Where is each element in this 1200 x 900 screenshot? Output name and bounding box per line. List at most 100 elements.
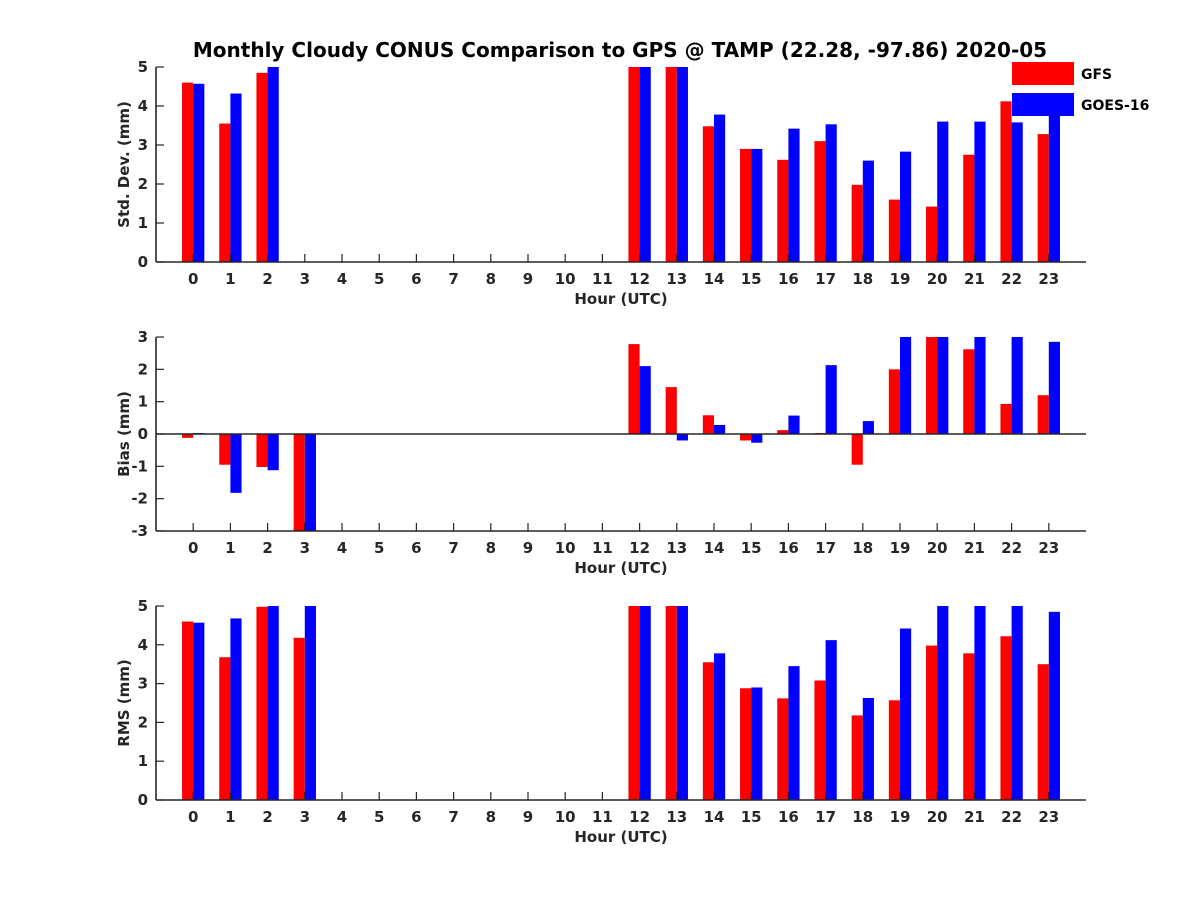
y-tick-label: 2 (138, 713, 148, 731)
bar-gfs-12 (628, 344, 640, 434)
bar-gfs-16 (777, 159, 789, 262)
x-tick-label: 20 (927, 270, 948, 288)
bar-gfs-18 (851, 715, 863, 800)
bar-gfs-0 (182, 434, 194, 438)
x-tick-label: 4 (337, 539, 347, 557)
bar-goes-16-14 (714, 424, 726, 434)
x-tick-label: 5 (374, 808, 384, 826)
legend: GFS GOES-16 (1012, 62, 1149, 116)
x-tick-label: 11 (592, 539, 613, 557)
y-tick-label: 5 (138, 58, 148, 76)
y-tick-label: 1 (138, 214, 148, 232)
x-tick-label: 6 (411, 808, 421, 826)
bar-goes-16-22 (1011, 122, 1023, 262)
x-tick-label: 5 (374, 539, 384, 557)
bar-goes-16-15 (751, 687, 763, 800)
bar-gfs-23 (1037, 395, 1049, 434)
bar-goes-16-20 (937, 606, 949, 800)
bar-gfs-12 (628, 67, 640, 262)
x-tick-label: 4 (337, 270, 347, 288)
bar-goes-16-17 (825, 365, 837, 434)
bar-gfs-19 (888, 199, 900, 262)
bar-gfs-23 (1037, 664, 1049, 800)
x-tick-label: 2 (262, 539, 272, 557)
y-axis-label: Std. Dev. (mm) (115, 101, 133, 228)
bar-goes-16-23 (1048, 109, 1060, 263)
y-tick-label: 4 (138, 97, 148, 115)
x-tick-label: 21 (964, 270, 985, 288)
bar-gfs-14 (702, 126, 714, 262)
bar-goes-16-3 (304, 606, 316, 800)
legend-swatch-goes-16 (1012, 93, 1074, 116)
bar-goes-16-12 (639, 366, 651, 434)
x-tick-label: 9 (523, 539, 533, 557)
bar-goes-16-16 (788, 666, 800, 800)
bar-goes-16-12 (639, 606, 651, 800)
y-tick-label: 2 (138, 175, 148, 193)
x-tick-label: 18 (852, 539, 873, 557)
x-tick-label: 15 (741, 539, 762, 557)
bar-goes-16-19 (900, 337, 912, 434)
bar-gfs-2 (256, 72, 268, 262)
bar-gfs-0 (182, 621, 194, 800)
chart-title: Monthly Cloudy CONUS Comparison to GPS @… (193, 38, 1047, 62)
x-tick-label: 17 (815, 808, 836, 826)
x-tick-label: 7 (448, 808, 458, 826)
bar-gfs-3 (293, 637, 305, 800)
bar-gfs-18 (851, 184, 863, 262)
bar-gfs-12 (628, 606, 640, 800)
bar-gfs-15 (740, 688, 752, 800)
bar-goes-16-0 (193, 83, 205, 263)
y-tick-label: 0 (138, 425, 148, 443)
bar-gfs-23 (1037, 134, 1049, 262)
x-tick-label: 3 (300, 539, 310, 557)
bar-goes-16-1 (230, 93, 242, 263)
x-tick-label: 7 (448, 539, 458, 557)
x-tick-label: 3 (300, 270, 310, 288)
bar-gfs-16 (777, 430, 789, 434)
y-tick-label: 5 (138, 597, 148, 615)
x-tick-label: 14 (704, 808, 725, 826)
bar-gfs-22 (1000, 636, 1012, 800)
y-axis-label: Bias (mm) (115, 391, 133, 477)
bar-gfs-2 (256, 606, 268, 800)
x-tick-label: 9 (523, 270, 533, 288)
x-tick-label: 16 (778, 270, 799, 288)
x-tick-label: 20 (927, 808, 948, 826)
bar-goes-16-16 (788, 415, 800, 434)
x-tick-label: 20 (927, 539, 948, 557)
bar-goes-16-22 (1011, 337, 1023, 434)
bar-gfs-19 (888, 369, 900, 434)
x-tick-label: 22 (1001, 539, 1022, 557)
x-tick-label: 11 (592, 270, 613, 288)
bar-goes-16-15 (751, 148, 763, 262)
bar-goes-16-14 (714, 653, 726, 800)
x-tick-label: 1 (225, 270, 235, 288)
y-tick-label: -2 (131, 490, 148, 508)
bar-gfs-21 (963, 653, 975, 800)
bar-gfs-3 (293, 434, 305, 531)
x-tick-label: 1 (225, 539, 235, 557)
x-tick-label: 19 (890, 808, 911, 826)
bar-goes-16-2 (267, 434, 279, 471)
bar-gfs-17 (814, 680, 826, 800)
bar-goes-16-23 (1048, 341, 1060, 434)
x-tick-label: 19 (890, 270, 911, 288)
x-tick-label: 18 (852, 808, 873, 826)
y-tick-label: 4 (138, 636, 148, 654)
x-tick-label: 23 (1038, 808, 1059, 826)
x-tick-label: 22 (1001, 808, 1022, 826)
y-tick-label: 3 (138, 675, 148, 693)
bar-gfs-2 (256, 434, 268, 467)
x-tick-label: 22 (1001, 270, 1022, 288)
x-tick-label: 5 (374, 270, 384, 288)
y-tick-label: 3 (138, 136, 148, 154)
x-tick-label: 3 (300, 808, 310, 826)
x-tick-label: 7 (448, 270, 458, 288)
x-tick-label: 2 (262, 270, 272, 288)
bar-gfs-13 (665, 606, 677, 800)
